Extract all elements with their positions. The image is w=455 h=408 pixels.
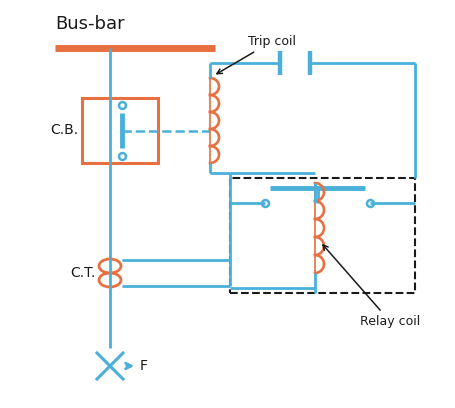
- Text: F: F: [140, 359, 148, 373]
- Text: C.T.: C.T.: [71, 266, 96, 280]
- Text: Relay coil: Relay coil: [323, 245, 420, 328]
- Text: C.B.: C.B.: [50, 124, 78, 137]
- Text: Trip coil: Trip coil: [217, 35, 296, 74]
- Text: Bus-bar: Bus-bar: [55, 15, 125, 33]
